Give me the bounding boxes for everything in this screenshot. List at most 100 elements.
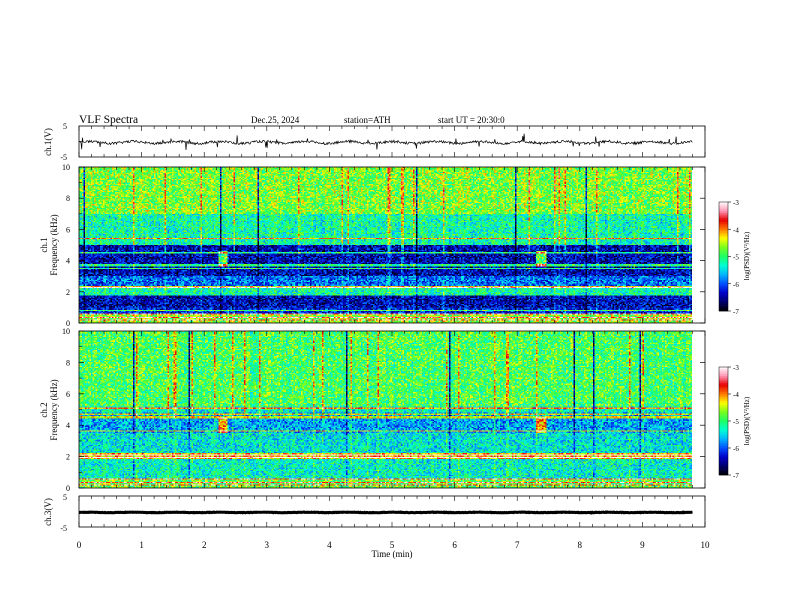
ch1-waveform-ytick-bottom: -5	[60, 153, 67, 162]
colorbar-segment	[719, 216, 728, 219]
colorbar-segment	[719, 229, 728, 232]
colorbar-segment	[719, 444, 728, 447]
colorbar-segment	[719, 424, 728, 427]
colorbar-segment	[719, 426, 728, 429]
figure-title: VLF Spectra	[79, 114, 138, 126]
time-tick-label: 2	[202, 540, 207, 550]
colorbar-segment	[719, 440, 728, 443]
colorbar-segment	[719, 428, 728, 431]
ch2-spectrogram-panel: ch.2 Frequency (kHz)	[39, 379, 59, 440]
colorbar-segment	[719, 231, 728, 234]
ch1-waveform-ytick-top: 5	[63, 122, 67, 131]
colorbar-segment	[719, 439, 728, 442]
colorbar-segment	[719, 241, 728, 245]
colorbar-segment	[719, 256, 728, 259]
colorbar-segment	[719, 260, 728, 263]
colorbar-segment	[719, 404, 728, 407]
colorbar-segment	[719, 430, 728, 433]
colorbar-segment	[719, 249, 728, 252]
colorbar-tick-label: -7	[733, 308, 739, 316]
time-tick-label: 10	[701, 540, 711, 550]
ch1-waveform-panel: 5 -5 ch.1(V)	[43, 122, 693, 162]
ch1-waveform-trace	[78, 133, 693, 151]
colorbar-segment	[719, 252, 728, 255]
colorbar-segment	[719, 285, 728, 288]
colorbar-segment	[719, 381, 728, 384]
colorbar-segment	[719, 457, 728, 460]
ch3-waveform-ytick-bottom: -5	[60, 524, 67, 533]
colorbar-segment	[719, 267, 728, 270]
ch2-spectrogram-ytick-label: 10	[62, 327, 70, 336]
ch2-spectrogram-ytick-label: 8	[66, 358, 70, 367]
ch1-spectrogram-ylabel: Frequency (kHz)	[49, 214, 59, 275]
colorbar-segment	[719, 458, 728, 461]
colorbar-segment	[719, 263, 728, 266]
ch2-spectrogram-ytick-label: 4	[66, 421, 70, 430]
colorbar-segment	[719, 207, 728, 210]
colorbar-segment	[719, 274, 728, 277]
colorbar-segment	[719, 401, 728, 404]
colorbar-segment	[719, 467, 728, 470]
colorbar-segment	[719, 221, 728, 225]
colorbar-segment	[719, 254, 728, 257]
colorbar-tick-label: -3	[733, 199, 739, 207]
colorbar-segment	[719, 433, 728, 436]
colorbar-segment	[719, 298, 728, 301]
colorbar-tick-label: -4	[733, 226, 739, 234]
colorbar-segment	[719, 218, 728, 221]
colorbar-segment	[719, 214, 728, 217]
colorbar-segment	[719, 258, 728, 261]
ch2-spectrogram-ylabel: Frequency (kHz)	[49, 379, 59, 440]
colorbar-segment	[719, 294, 728, 297]
colorbar-segment	[719, 225, 728, 228]
colorbar-segment	[719, 234, 728, 237]
ch2-spectrogram-image	[79, 331, 692, 488]
ch1-colorbar: log(PSD)(V²/Hz)	[743, 231, 751, 280]
colorbar-segment	[719, 291, 728, 294]
ch1-spectrogram-ytick-label: 10	[62, 163, 70, 172]
time-tick-label: 5	[390, 540, 395, 550]
colorbar-segment	[719, 289, 728, 292]
ch1-spectrogram-image	[79, 167, 692, 323]
colorbar-segment	[719, 300, 728, 303]
time-tick-label: 7	[515, 540, 520, 550]
colorbar-segment	[719, 376, 728, 379]
colorbar-segment	[719, 386, 728, 389]
colorbar-tick-label: -5	[733, 418, 739, 426]
colorbar-segment	[719, 272, 728, 275]
colorbar-segment	[719, 367, 728, 370]
colorbar-tick-label: -4	[733, 391, 739, 399]
time-tick-label: 8	[578, 540, 583, 550]
ch1-waveform-ylabel: ch.1(V)	[43, 128, 53, 156]
colorbar-segment	[719, 292, 728, 295]
colorbar-segment	[719, 455, 728, 458]
colorbar-segment	[719, 377, 728, 380]
time-axis-label: Time (min)	[372, 549, 413, 559]
time-tick-label: 3	[265, 540, 270, 550]
colorbar-segment	[719, 446, 728, 449]
start-time-label: start UT = 20:30:0	[438, 115, 505, 125]
colorbar-segment	[719, 406, 728, 409]
colorbar-segment	[719, 392, 728, 395]
colorbar-segment	[719, 287, 728, 290]
colorbar-segment	[719, 245, 728, 248]
colorbar-segment	[719, 460, 728, 463]
colorbar-segment	[719, 403, 728, 406]
time-tick-label: 1	[139, 540, 144, 550]
colorbar-segment	[719, 236, 728, 239]
time-tick-label: 0	[77, 540, 82, 550]
colorbar-segment	[719, 205, 728, 208]
colorbar-segment	[719, 283, 728, 286]
colorbar-segment	[719, 421, 728, 424]
colorbar-segment	[719, 395, 728, 398]
colorbar-segment	[719, 370, 728, 373]
ch2-colorbar-label: log(PSD)(V²/Hz)	[743, 396, 751, 445]
ch1-spectrogram-ytick-label: 8	[66, 194, 70, 203]
colorbar-segment	[719, 372, 728, 375]
ch1-spectrogram-ytick-label: 0	[66, 319, 70, 328]
colorbar-segment	[719, 394, 728, 397]
station-label: station=ATH	[344, 115, 391, 125]
colorbar-segment	[719, 464, 728, 467]
colorbar-tick-label: -5	[733, 254, 739, 262]
colorbar-tick-label: -7	[733, 472, 739, 480]
